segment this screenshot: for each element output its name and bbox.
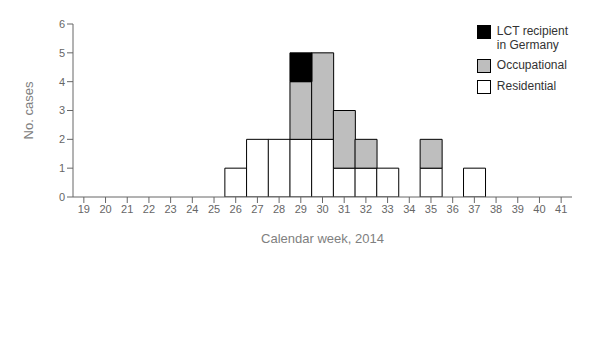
html-text:Occupational: Occupational: [496, 58, 567, 72]
svg-text:31: 31: [338, 203, 350, 215]
svg-text:27: 27: [251, 203, 263, 215]
svg-text:3: 3: [59, 104, 65, 116]
svg-text:30: 30: [316, 203, 328, 215]
svg-text:34: 34: [403, 203, 415, 215]
svg-text:20: 20: [99, 203, 111, 215]
svg-text:26: 26: [230, 203, 242, 215]
svg-text:33: 33: [381, 203, 393, 215]
svg-text:0: 0: [59, 191, 65, 203]
svg-text:22: 22: [143, 203, 155, 215]
svg-text:41: 41: [555, 203, 567, 215]
html-text:Residential: Residential: [496, 79, 557, 93]
svg-text:4: 4: [59, 76, 65, 88]
svg-text:No. cases: No. cases: [21, 81, 36, 139]
svg-text:37: 37: [468, 203, 480, 215]
svg-text:39: 39: [512, 203, 524, 215]
svg-text:38: 38: [490, 203, 502, 215]
svg-text:35: 35: [425, 203, 437, 215]
html-text:LCT recipient in Germany: LCT recipient in Germany: [496, 24, 568, 52]
svg-text:1: 1: [59, 162, 65, 174]
svg-text:36: 36: [447, 203, 459, 215]
svg-text:5: 5: [59, 47, 65, 59]
svg-text:2: 2: [59, 133, 65, 145]
svg-text:29: 29: [295, 203, 307, 215]
svg-text:19: 19: [78, 203, 90, 215]
svg-text:23: 23: [165, 203, 177, 215]
svg-text:6: 6: [59, 18, 65, 30]
svg-text:Calendar week, 2014: Calendar week, 2014: [261, 231, 384, 246]
svg-text:21: 21: [121, 203, 133, 215]
svg-text:24: 24: [186, 203, 198, 215]
svg-text:40: 40: [533, 203, 545, 215]
svg-text:32: 32: [360, 203, 372, 215]
svg-text:28: 28: [273, 203, 285, 215]
svg-text:25: 25: [208, 203, 220, 215]
